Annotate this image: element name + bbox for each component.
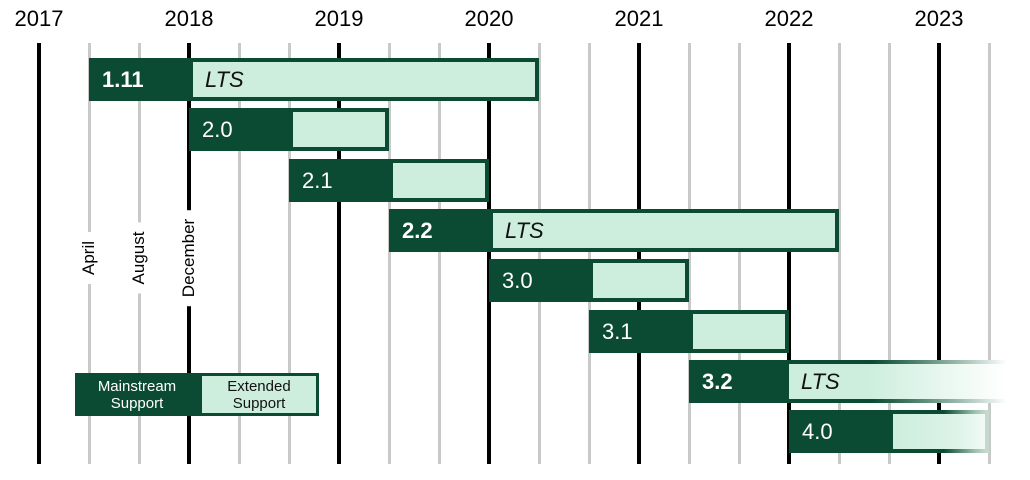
mainstream-bar-4.0: 4.0 bbox=[789, 410, 889, 453]
month-label-april: April bbox=[76, 231, 102, 285]
year-label-2017: 2017 bbox=[14, 6, 64, 31]
mainstream-bar-3.2: 3.2 bbox=[689, 360, 789, 403]
legend: Mainstream Support Extended Support bbox=[75, 373, 319, 416]
year-label-2023: 2023 bbox=[914, 6, 964, 31]
extended-bar-3.0 bbox=[589, 259, 689, 302]
gridline-month-minor bbox=[587, 43, 591, 464]
extended-bar-1.11: LTS bbox=[189, 58, 539, 101]
gridline-december-major bbox=[937, 43, 941, 464]
version-label-2.2: 2.2 bbox=[402, 217, 433, 243]
gridline-december-major bbox=[337, 43, 341, 464]
gridline-month-minor bbox=[837, 43, 841, 464]
mainstream-bar-2.0: 2.0 bbox=[189, 108, 289, 151]
legend-mainstream-line1: Mainstream bbox=[97, 377, 177, 395]
version-label-4.0: 4.0 bbox=[802, 418, 833, 444]
gridline-december-major bbox=[37, 43, 41, 464]
version-label-3.1: 3.1 bbox=[602, 318, 633, 344]
year-label-2021: 2021 bbox=[614, 6, 664, 31]
mainstream-bar-3.1: 3.1 bbox=[589, 310, 689, 353]
mainstream-bar-1.11: 1.11 bbox=[89, 58, 189, 101]
gridline-december-major bbox=[787, 43, 791, 464]
legend-mainstream-line2: Support bbox=[110, 394, 164, 412]
month-label-august: August bbox=[126, 222, 152, 294]
legend-extended-support: Extended Support bbox=[199, 373, 319, 416]
gridline-month-minor bbox=[737, 43, 741, 464]
gridline-month-minor bbox=[987, 43, 991, 464]
mainstream-bar-2.2: 2.2 bbox=[389, 209, 489, 252]
version-label-3.0: 3.0 bbox=[502, 267, 533, 293]
lts-label-1.11: LTS bbox=[205, 66, 244, 92]
gridline-month-minor bbox=[687, 43, 691, 464]
extended-bar-2.1 bbox=[389, 159, 489, 202]
gridline-month-minor bbox=[287, 43, 291, 464]
legend-extended-line1: Extended bbox=[227, 377, 291, 395]
extended-bar-2.2: LTS bbox=[489, 209, 839, 252]
version-label-3.2: 3.2 bbox=[702, 368, 733, 394]
extended-bar-4.0 bbox=[889, 410, 989, 453]
gridline-month-minor bbox=[887, 43, 891, 464]
lts-label-3.2: LTS bbox=[801, 368, 840, 394]
month-label-december: December bbox=[176, 209, 202, 307]
extended-bar-2.0 bbox=[289, 108, 389, 151]
mainstream-bar-3.0: 3.0 bbox=[489, 259, 589, 302]
year-label-2018: 2018 bbox=[164, 6, 214, 31]
gridline-month-minor bbox=[537, 43, 541, 464]
gridline-december-major bbox=[637, 43, 641, 464]
year-label-2020: 2020 bbox=[464, 6, 514, 31]
year-label-2022: 2022 bbox=[764, 6, 814, 31]
legend-extended-line2: Support bbox=[232, 394, 286, 412]
version-label-2.0: 2.0 bbox=[202, 116, 233, 142]
extended-bar-3.1 bbox=[689, 310, 789, 353]
mainstream-bar-2.1: 2.1 bbox=[289, 159, 389, 202]
gridline-month-minor bbox=[437, 43, 441, 464]
year-label-2019: 2019 bbox=[314, 6, 364, 31]
gridline-month-minor bbox=[237, 43, 241, 464]
legend-mainstream-support: Mainstream Support bbox=[75, 373, 199, 416]
version-label-1.11: 1.11 bbox=[102, 66, 144, 92]
version-label-2.1: 2.1 bbox=[302, 167, 333, 193]
extended-bar-3.2: LTS bbox=[789, 360, 1030, 403]
gridline-month-minor bbox=[387, 43, 391, 464]
gridline-december-major bbox=[487, 43, 491, 464]
lts-label-2.2: LTS bbox=[505, 217, 544, 243]
